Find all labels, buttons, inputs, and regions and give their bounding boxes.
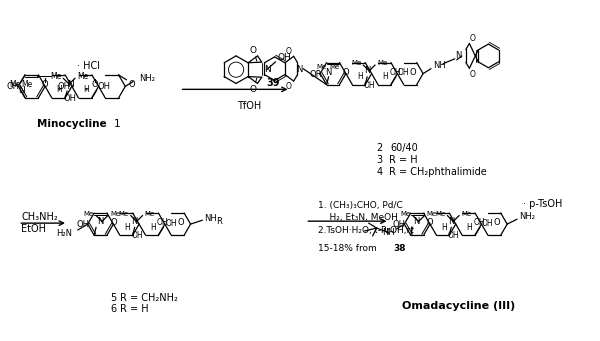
Text: OH: OH [393,220,406,229]
Text: · HCl: · HCl [77,61,100,72]
Text: NH: NH [433,61,446,70]
Text: O: O [249,85,256,94]
Text: 6: 6 [110,304,116,314]
Text: OH: OH [98,81,111,91]
Text: N: N [364,66,370,75]
Text: 3: 3 [376,155,383,165]
Text: Me: Me [22,79,32,89]
Text: Me: Me [84,210,94,217]
Text: N: N [455,51,461,60]
Text: N: N [263,65,271,74]
Text: Me: Me [461,210,472,217]
Text: O: O [469,34,475,43]
Text: N: N [448,217,454,226]
Text: NH: NH [205,214,217,223]
Text: 15-18% from: 15-18% from [318,244,380,253]
Text: OH: OH [482,219,494,228]
Text: R = H: R = H [389,155,418,165]
Text: OH: OH [58,82,70,91]
Text: 2.TsOH·H₂O, ι-PrOH,rt: 2.TsOH·H₂O, ι-PrOH,rt [318,226,414,236]
Text: H: H [124,223,130,232]
Text: H₂, Et₃N, MeOH: H₂, Et₃N, MeOH [318,213,398,222]
Text: N: N [18,86,25,94]
Text: NH: NH [382,228,394,237]
Text: · p-TsOH: · p-TsOH [523,199,563,209]
Text: 4: 4 [376,167,383,177]
Text: N: N [131,217,138,226]
Text: R = CH₂NH₂: R = CH₂NH₂ [121,293,178,303]
Text: O: O [427,218,433,227]
Text: 5: 5 [110,293,116,303]
Text: OH: OH [473,218,485,227]
Text: 2: 2 [376,143,383,153]
Text: H: H [150,223,156,232]
Text: Me: Me [377,60,388,66]
Text: OH: OH [64,94,76,103]
Text: Me: Me [50,72,61,81]
Text: O: O [343,68,349,77]
Text: H: H [56,85,62,94]
Text: Me: Me [435,210,445,217]
Text: O: O [494,218,500,227]
Text: O: O [286,83,292,91]
Text: N: N [296,65,302,74]
Text: Me: Me [118,210,129,217]
Text: EtOH: EtOH [22,224,46,234]
Text: 39: 39 [266,78,280,88]
Text: OH: OH [166,219,177,228]
Text: 1: 1 [113,119,120,129]
Text: Me: Me [427,210,437,217]
Text: R = CH₂phthalimide: R = CH₂phthalimide [389,167,487,177]
Text: CH₃NH₂: CH₃NH₂ [22,212,58,222]
Text: R: R [216,217,222,226]
Text: R = H: R = H [121,304,149,314]
Text: Me: Me [145,210,155,217]
Text: 1. (CH₃)₃CHO, Pd/C: 1. (CH₃)₃CHO, Pd/C [318,201,403,210]
Text: Me: Me [110,210,120,217]
Text: OR: OR [309,70,322,79]
Text: O: O [286,47,292,56]
Text: H: H [83,85,89,94]
Text: Me: Me [77,72,88,81]
Text: NH₂: NH₂ [519,212,535,221]
Text: OH: OH [364,81,376,90]
Text: H₂N: H₂N [56,229,72,238]
Text: 60/40: 60/40 [391,143,418,153]
Text: OH: OH [389,68,401,77]
Text: O: O [91,80,98,89]
Text: H: H [357,72,362,81]
Text: O: O [178,218,184,227]
Text: OH: OH [448,232,460,240]
Text: Me: Me [351,60,361,66]
Text: H: H [467,223,472,232]
Text: Omadacycline (III): Omadacycline (III) [402,301,515,311]
Text: Me: Me [10,79,21,89]
Text: O: O [410,68,416,77]
Text: N: N [67,79,74,89]
Text: O: O [128,80,135,89]
Text: O: O [249,46,256,56]
Text: OH: OH [6,82,19,91]
Text: H: H [441,223,447,232]
Text: O: O [110,218,117,227]
Text: N: N [97,217,103,226]
Text: N: N [413,217,420,226]
Text: OH: OH [398,69,409,77]
Text: OH: OH [157,218,169,227]
Text: Me: Me [400,210,411,217]
Text: TfOH: TfOH [237,101,261,111]
Text: OH: OH [76,220,89,229]
Text: H: H [383,72,388,81]
Text: Me: Me [329,64,340,70]
Text: O: O [469,70,475,79]
Text: 38: 38 [394,244,406,253]
Text: N: N [325,69,332,77]
Text: NH₂: NH₂ [139,74,155,83]
Text: Me: Me [317,64,327,70]
Text: O: O [42,80,49,89]
Text: OH: OH [278,53,291,62]
Text: Minocycline: Minocycline [37,119,107,129]
Text: OH: OH [131,232,143,240]
